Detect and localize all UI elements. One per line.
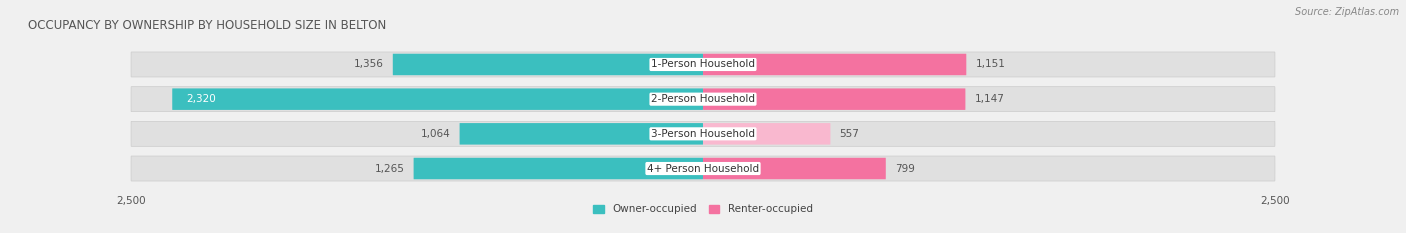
FancyBboxPatch shape [131,87,1275,112]
Text: 2-Person Household: 2-Person Household [651,94,755,104]
Text: 4+ Person Household: 4+ Person Household [647,164,759,174]
FancyBboxPatch shape [131,121,1275,146]
Text: 1,151: 1,151 [976,59,1005,69]
Text: 1,265: 1,265 [374,164,405,174]
FancyBboxPatch shape [131,52,1275,77]
FancyBboxPatch shape [703,54,966,75]
Text: 799: 799 [896,164,915,174]
Text: 1-Person Household: 1-Person Household [651,59,755,69]
Text: Source: ZipAtlas.com: Source: ZipAtlas.com [1295,7,1399,17]
FancyBboxPatch shape [703,123,831,145]
Text: 1,064: 1,064 [420,129,450,139]
Text: 1,147: 1,147 [974,94,1004,104]
FancyBboxPatch shape [131,156,1275,181]
Text: OCCUPANCY BY OWNERSHIP BY HOUSEHOLD SIZE IN BELTON: OCCUPANCY BY OWNERSHIP BY HOUSEHOLD SIZE… [28,19,387,31]
Text: 557: 557 [839,129,859,139]
FancyBboxPatch shape [173,88,703,110]
Text: 3-Person Household: 3-Person Household [651,129,755,139]
FancyBboxPatch shape [703,88,966,110]
FancyBboxPatch shape [460,123,703,145]
Text: 2,320: 2,320 [186,94,215,104]
Text: 1,356: 1,356 [354,59,384,69]
FancyBboxPatch shape [392,54,703,75]
FancyBboxPatch shape [703,158,886,179]
Legend: Owner-occupied, Renter-occupied: Owner-occupied, Renter-occupied [589,200,817,219]
FancyBboxPatch shape [413,158,703,179]
